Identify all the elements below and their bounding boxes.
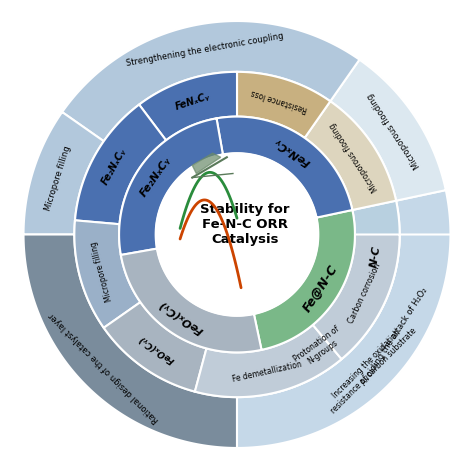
Polygon shape xyxy=(254,210,355,350)
Polygon shape xyxy=(62,21,359,141)
Text: Micropore filling: Micropore filling xyxy=(89,240,114,302)
Polygon shape xyxy=(217,117,352,218)
Text: FeNₓCᵧ: FeNₓCᵧ xyxy=(273,136,312,167)
Polygon shape xyxy=(75,105,166,224)
Polygon shape xyxy=(121,249,262,352)
Text: Carbon corrosion: Carbon corrosion xyxy=(346,262,382,325)
Polygon shape xyxy=(24,234,237,448)
Polygon shape xyxy=(271,190,450,443)
Polygon shape xyxy=(104,302,207,392)
Polygon shape xyxy=(139,72,237,140)
Polygon shape xyxy=(192,153,221,174)
Polygon shape xyxy=(330,60,446,201)
Polygon shape xyxy=(24,112,104,234)
Text: Fe₂NₓCᵧ: Fe₂NₓCᵧ xyxy=(100,146,128,187)
Polygon shape xyxy=(74,220,140,328)
Polygon shape xyxy=(119,118,223,255)
Text: Fe demetallization: Fe demetallization xyxy=(232,359,303,384)
Text: Resistance loss: Resistance loss xyxy=(250,88,309,114)
Polygon shape xyxy=(237,72,330,138)
Text: FeNₓCᵧ: FeNₓCᵧ xyxy=(174,91,211,112)
Text: N-C: N-C xyxy=(369,245,382,268)
Text: Fe₂NₓCᵧ: Fe₂NₓCᵧ xyxy=(138,156,173,199)
Text: Stability for
Fe-N-C ORR
Catalysis: Stability for Fe-N-C ORR Catalysis xyxy=(201,203,290,246)
Text: Avoiding the attack of H₂O₂: Avoiding the attack of H₂O₂ xyxy=(360,287,429,387)
Text: Micropore filling: Micropore filling xyxy=(43,144,72,212)
Circle shape xyxy=(155,153,319,316)
Text: Microporous flooding: Microporous flooding xyxy=(366,91,422,170)
Polygon shape xyxy=(305,101,396,210)
Text: FeOₓ(Cᵧ): FeOₓ(Cᵧ) xyxy=(137,334,176,365)
Text: FeOₓ(Cᵧ): FeOₓ(Cᵧ) xyxy=(157,299,205,336)
Polygon shape xyxy=(237,234,450,448)
Text: Rational design of the catalyst layer: Rational design of the catalyst layer xyxy=(47,310,161,424)
Text: Protonation of
N-groups: Protonation of N-groups xyxy=(292,324,347,372)
Text: Strengthening the electronic coupling: Strengthening the electronic coupling xyxy=(125,31,284,68)
Polygon shape xyxy=(195,325,342,397)
Polygon shape xyxy=(339,201,400,316)
Text: Fe@N-C: Fe@N-C xyxy=(301,263,340,315)
Text: Increasing the oxidation
resistance of carbon substrate: Increasing the oxidation resistance of c… xyxy=(322,319,418,416)
Text: Microporous flooding: Microporous flooding xyxy=(328,121,380,193)
Polygon shape xyxy=(262,294,378,393)
Polygon shape xyxy=(313,234,400,359)
